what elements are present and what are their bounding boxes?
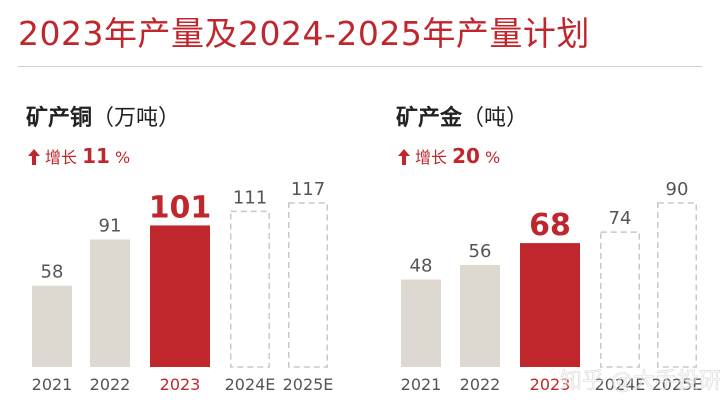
up-arrow-icon — [28, 149, 40, 165]
copper-tick-label-2022: 2022 — [90, 375, 131, 394]
gold-tick-label-2023: 2023 — [530, 375, 571, 394]
gold-value-label-2022: 56 — [469, 241, 492, 262]
copper-tick-label-2023: 2023 — [160, 375, 201, 394]
copper-bar-2022 — [90, 239, 130, 367]
gold-growth-suffix: % — [485, 148, 501, 167]
gold-value-label-2024E: 74 — [609, 208, 632, 229]
title-divider — [18, 66, 702, 67]
gold-title: 矿产金 — [396, 106, 463, 131]
copper-bar-2021 — [32, 285, 72, 367]
gold-tick-label-2025E: 2025E — [652, 375, 703, 394]
gold-tick-label-2021: 2021 — [401, 375, 442, 394]
copper-tick-label-2025E: 2025E — [283, 375, 334, 394]
gold-bar-2023 — [520, 243, 580, 367]
gold-value-label-2023: 68 — [529, 208, 571, 243]
gold-bar-2024E — [600, 231, 640, 368]
copper-bar-2025E — [288, 202, 328, 368]
copper-value-label-2021: 58 — [41, 262, 64, 283]
gold-bar-2021 — [401, 279, 441, 367]
gold-growth-value: 20 — [452, 144, 480, 168]
copper-value-label-2022: 91 — [99, 215, 122, 236]
gold-bar-2022 — [460, 264, 500, 367]
copper-value-label-2025E: 117 — [291, 179, 325, 200]
copper-value-label-2023: 101 — [149, 190, 212, 225]
copper-bar-2024E — [230, 210, 270, 368]
gold-growth: 增长 20 % — [398, 144, 500, 170]
copper-unit: （万吨） — [92, 106, 181, 131]
copper-value-label-2024E: 111 — [233, 187, 267, 208]
copper-growth-label: 增长 — [45, 148, 78, 167]
gold-panel-title: 矿产金（吨） — [396, 105, 528, 133]
copper-growth: 增长 11 % — [28, 144, 130, 170]
gold-unit: （吨） — [462, 106, 529, 131]
copper-bar-2023 — [150, 225, 210, 367]
copper-growth-value: 11 — [82, 144, 110, 168]
copper-title: 矿产铜 — [26, 106, 93, 131]
gold-bar-2025E — [657, 202, 697, 368]
copper-tick-label-2024E: 2024E — [225, 375, 276, 394]
gold-tick-label-2022: 2022 — [460, 375, 501, 394]
gold-value-label-2021: 48 — [410, 256, 433, 277]
copper-growth-suffix: % — [115, 148, 131, 167]
up-arrow-icon — [398, 149, 410, 165]
gold-growth-label: 增长 — [415, 148, 448, 167]
gold-tick-label-2024E: 2024E — [595, 375, 646, 394]
page-title: 2023年产量及2024-2025年产量计划 — [18, 14, 590, 53]
gold-value-label-2025E: 90 — [666, 179, 689, 200]
copper-panel-title: 矿产铜（万吨） — [26, 105, 180, 133]
copper-tick-label-2021: 2021 — [32, 375, 73, 394]
